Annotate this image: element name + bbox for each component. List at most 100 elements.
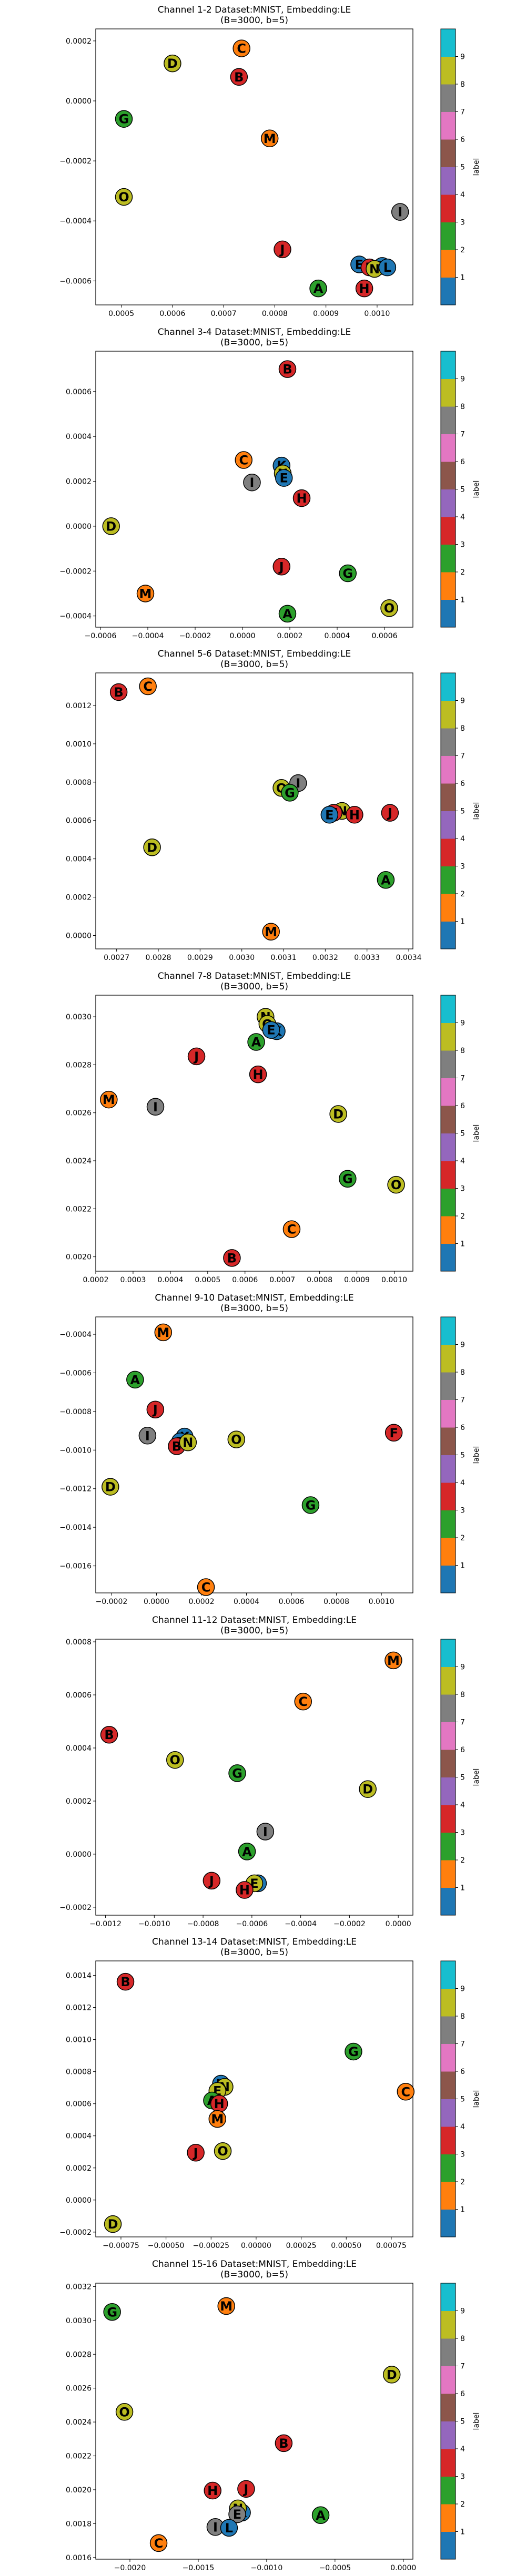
data-point-marker xyxy=(228,1764,246,1782)
x-tick-label: 0.0030 xyxy=(229,954,255,962)
colorbar-tick-label: 9 xyxy=(460,1341,465,1350)
colorbar-segment xyxy=(441,250,456,278)
chart-panel: Channel 9-10 Dataset:MNIST, Embedding:LE… xyxy=(0,1288,526,1610)
colorbar-tick-label: 9 xyxy=(460,697,465,706)
colorbar-segment xyxy=(441,866,456,894)
colorbar-segment xyxy=(441,2154,456,2182)
data-point-label: C xyxy=(287,1222,297,1236)
y-tick-label: 0.0010 xyxy=(66,2036,92,2045)
scatter-chart-svg: Channel 7-8 Dataset:MNIST, Embedding:LE(… xyxy=(66,971,481,1284)
data-point-marker xyxy=(345,2042,362,2061)
colorbar-segment xyxy=(441,1538,456,1566)
y-tick-label: 0.0010 xyxy=(66,740,92,749)
data-point-label: J xyxy=(193,1049,199,1064)
colorbar-segment xyxy=(441,1188,456,1216)
chart-panel: Channel 7-8 Dataset:MNIST, Embedding:LE(… xyxy=(0,966,526,1289)
data-point-marker xyxy=(385,1424,403,1442)
data-point-label: M xyxy=(387,1653,400,1668)
data-point-marker xyxy=(115,110,133,128)
data-point-label: J xyxy=(387,806,392,821)
data-point-label: M xyxy=(220,2298,232,2313)
data-point-marker xyxy=(281,784,299,802)
y-tick-label: 0.0004 xyxy=(66,433,92,441)
x-tick-label: −0.0010 xyxy=(138,1920,170,1928)
data-point-marker xyxy=(100,1725,118,1743)
colorbar-tick-label: 1 xyxy=(460,1562,465,1570)
data-point-marker xyxy=(311,2506,330,2524)
y-tick-label: 0.0004 xyxy=(66,855,92,864)
data-point-label: O xyxy=(170,1753,180,1767)
x-tick-label: 0.0003 xyxy=(120,1276,146,1284)
colorbar-segment xyxy=(441,2531,456,2559)
colorbar-tick-label: 4 xyxy=(460,1479,465,1487)
colorbar-tick-label: 4 xyxy=(460,513,465,522)
colorbar-tick-label: 8 xyxy=(460,2335,465,2343)
data-point-label: O xyxy=(384,601,394,616)
colorbar-segment xyxy=(441,1160,456,1189)
data-point-label: M xyxy=(103,1092,115,1107)
data-point-label: O xyxy=(217,2144,228,2159)
y-tick-label: −0.0008 xyxy=(59,1408,92,1416)
colorbar-segment xyxy=(441,1639,456,1667)
chart-panel: Channel 5-6 Dataset:MNIST, Embedding:LE(… xyxy=(0,644,526,966)
colorbar-tick-label: 8 xyxy=(460,403,465,411)
data-point-marker xyxy=(235,451,252,469)
chart-panel: Channel 13-14 Dataset:MNIST, Embedding:L… xyxy=(0,1932,526,2254)
colorbar-segment xyxy=(441,2421,456,2449)
colorbar-tick-label: 2 xyxy=(460,2500,465,2509)
data-point-label: M xyxy=(264,131,276,146)
colorbar-tick-label: 6 xyxy=(460,136,465,144)
data-point-label: I xyxy=(250,475,255,490)
x-tick-label: 0.00025 xyxy=(286,2242,317,2250)
scatter-chart-svg: Channel 1-2 Dataset:MNIST, Embedding:LE(… xyxy=(59,5,481,318)
x-tick-label: 0.0031 xyxy=(271,954,297,962)
data-point-marker xyxy=(116,1972,135,1991)
colorbar-segment xyxy=(441,1749,456,1777)
y-tick-label: −0.0014 xyxy=(59,1524,92,1532)
data-point-label: B xyxy=(172,1439,181,1454)
data-point-marker xyxy=(208,2110,227,2128)
colorbar-tick-label: 4 xyxy=(460,1157,465,1166)
colorbar-segment xyxy=(441,2311,456,2338)
colorbar-segment xyxy=(441,783,456,811)
y-tick-label: 0.0026 xyxy=(66,1109,92,1117)
y-tick-label: −0.0010 xyxy=(59,1446,92,1455)
x-tick-label: 0.0034 xyxy=(396,954,422,962)
colorbar-segment xyxy=(441,139,456,167)
colorbar-tick-label: 2 xyxy=(460,2178,465,2186)
data-point-label: H xyxy=(359,281,370,296)
data-point-label: B xyxy=(282,362,292,376)
scatter-chart-svg: Channel 5-6 Dataset:MNIST, Embedding:LE(… xyxy=(66,649,481,962)
x-tick-label: 0.0027 xyxy=(104,954,129,962)
colorbar-segment xyxy=(441,839,456,866)
colorbar-label: label xyxy=(472,480,481,498)
data-point-label: H xyxy=(214,2097,225,2111)
colorbar-segment xyxy=(441,921,456,949)
data-point-label: J xyxy=(208,1873,214,1888)
chart-title: Channel 11-12 Dataset:MNIST, Embedding:L… xyxy=(152,1615,357,1626)
x-tick-label: 0.0008 xyxy=(262,310,288,318)
data-point-label: A xyxy=(130,1373,140,1387)
x-tick-label: 0.0008 xyxy=(323,1598,349,1606)
data-point-marker xyxy=(377,871,395,889)
y-tick-label: −0.0006 xyxy=(59,1369,92,1377)
colorbar-segment xyxy=(441,2448,456,2477)
colorbar-tick-label: 6 xyxy=(460,1102,465,1110)
data-point-marker xyxy=(346,806,363,824)
colorbar-segment xyxy=(441,222,456,250)
data-point-marker xyxy=(309,279,327,298)
data-point-marker xyxy=(187,1047,206,1065)
data-point-marker xyxy=(115,188,133,206)
colorbar-segment xyxy=(441,1023,456,1050)
colorbar-tick-label: 1 xyxy=(460,918,465,926)
data-point-marker xyxy=(102,517,120,535)
y-tick-label: 0.0022 xyxy=(66,1205,92,1213)
colorbar-tick-label: 3 xyxy=(460,1184,465,1193)
colorbar-tick-label: 1 xyxy=(460,1240,465,1248)
x-tick-label: 0.0006 xyxy=(372,632,398,640)
colorbar-segment xyxy=(441,489,456,517)
data-point-marker xyxy=(187,2144,205,2162)
colorbar-segment xyxy=(441,1961,456,1989)
data-point-label: B xyxy=(104,1727,114,1742)
colorbar-segment xyxy=(441,1483,456,1510)
